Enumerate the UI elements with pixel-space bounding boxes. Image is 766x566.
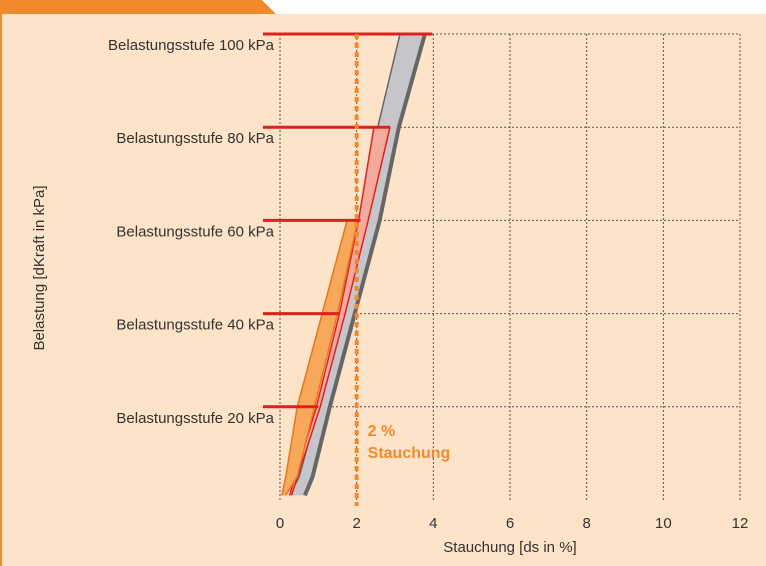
band-edge [290, 127, 391, 496]
x-tick-label: 6 [506, 515, 514, 532]
y-tick-label: Belastungsstufe 80 kPa [116, 130, 274, 147]
y-tick-label: Belastungsstufe 100 kPa [108, 37, 275, 54]
y-axis-label: Belastung [dKraft in kPa] [31, 185, 48, 350]
band [281, 220, 358, 496]
annotation: 2 % [368, 423, 396, 440]
band [289, 127, 391, 496]
x-tick-label: 4 [429, 515, 437, 532]
y-tick-label: Belastungsstufe 20 kPa [116, 410, 274, 427]
x-tick-label: 0 [276, 515, 284, 532]
x-tick-label: 10 [655, 515, 672, 532]
header-tab [0, 0, 276, 14]
x-axis-label: Stauchung [ds in %] [443, 539, 576, 556]
y-tick-label: Belastungsstufe 60 kPa [116, 223, 274, 240]
x-tick-label: 2 [352, 515, 360, 532]
y-tick-label: Belastungsstufe 40 kPa [116, 317, 274, 334]
x-tick-label: 8 [582, 515, 590, 532]
annotation: Stauchung [368, 445, 451, 462]
x-tick-label: 12 [732, 515, 749, 532]
